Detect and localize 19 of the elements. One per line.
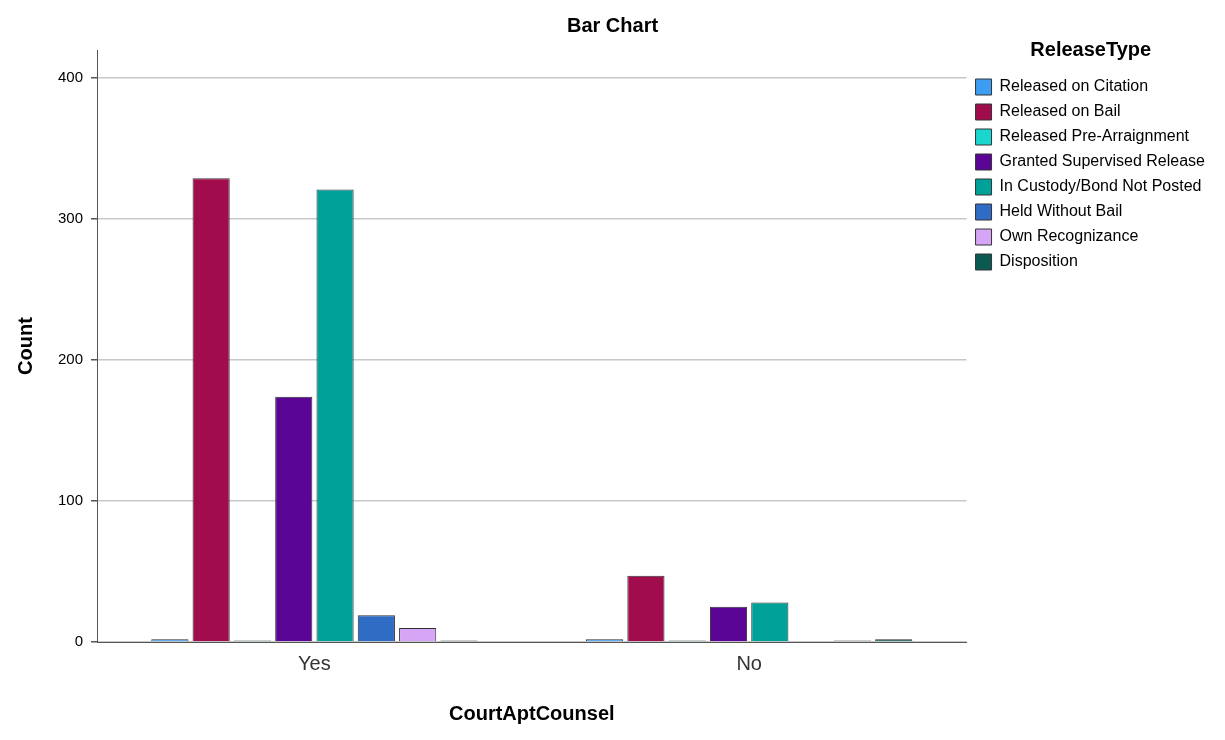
legend-label: In Custody/Bond Not Posted: [999, 177, 1202, 195]
legend-title: ReleaseType: [1030, 37, 1152, 60]
y-tick-label: 0: [74, 632, 84, 650]
x-axis-title: CourtAptCounsel: [449, 701, 615, 724]
x-tick-label: Yes: [298, 651, 331, 674]
y-tick-label: 400: [58, 68, 84, 86]
legend-label: Released on Citation: [999, 77, 1149, 95]
legend-label: Released on Bail: [999, 102, 1121, 120]
y-tick-label: 300: [58, 209, 84, 227]
legend-label: Held Without Bail: [999, 202, 1123, 220]
legend-label: Released Pre-Arraignment: [999, 127, 1190, 145]
y-tick-label: 200: [58, 350, 84, 368]
x-tick-label: No: [736, 651, 762, 674]
legend-label: Granted Supervised Release: [999, 152, 1206, 170]
chart-title: Bar Chart: [566, 13, 659, 36]
legend-label: Own Recognizance: [999, 227, 1139, 245]
legend-label: Disposition: [999, 252, 1078, 270]
y-tick-label: 100: [58, 491, 84, 509]
y-axis-title: Count: [13, 316, 36, 375]
